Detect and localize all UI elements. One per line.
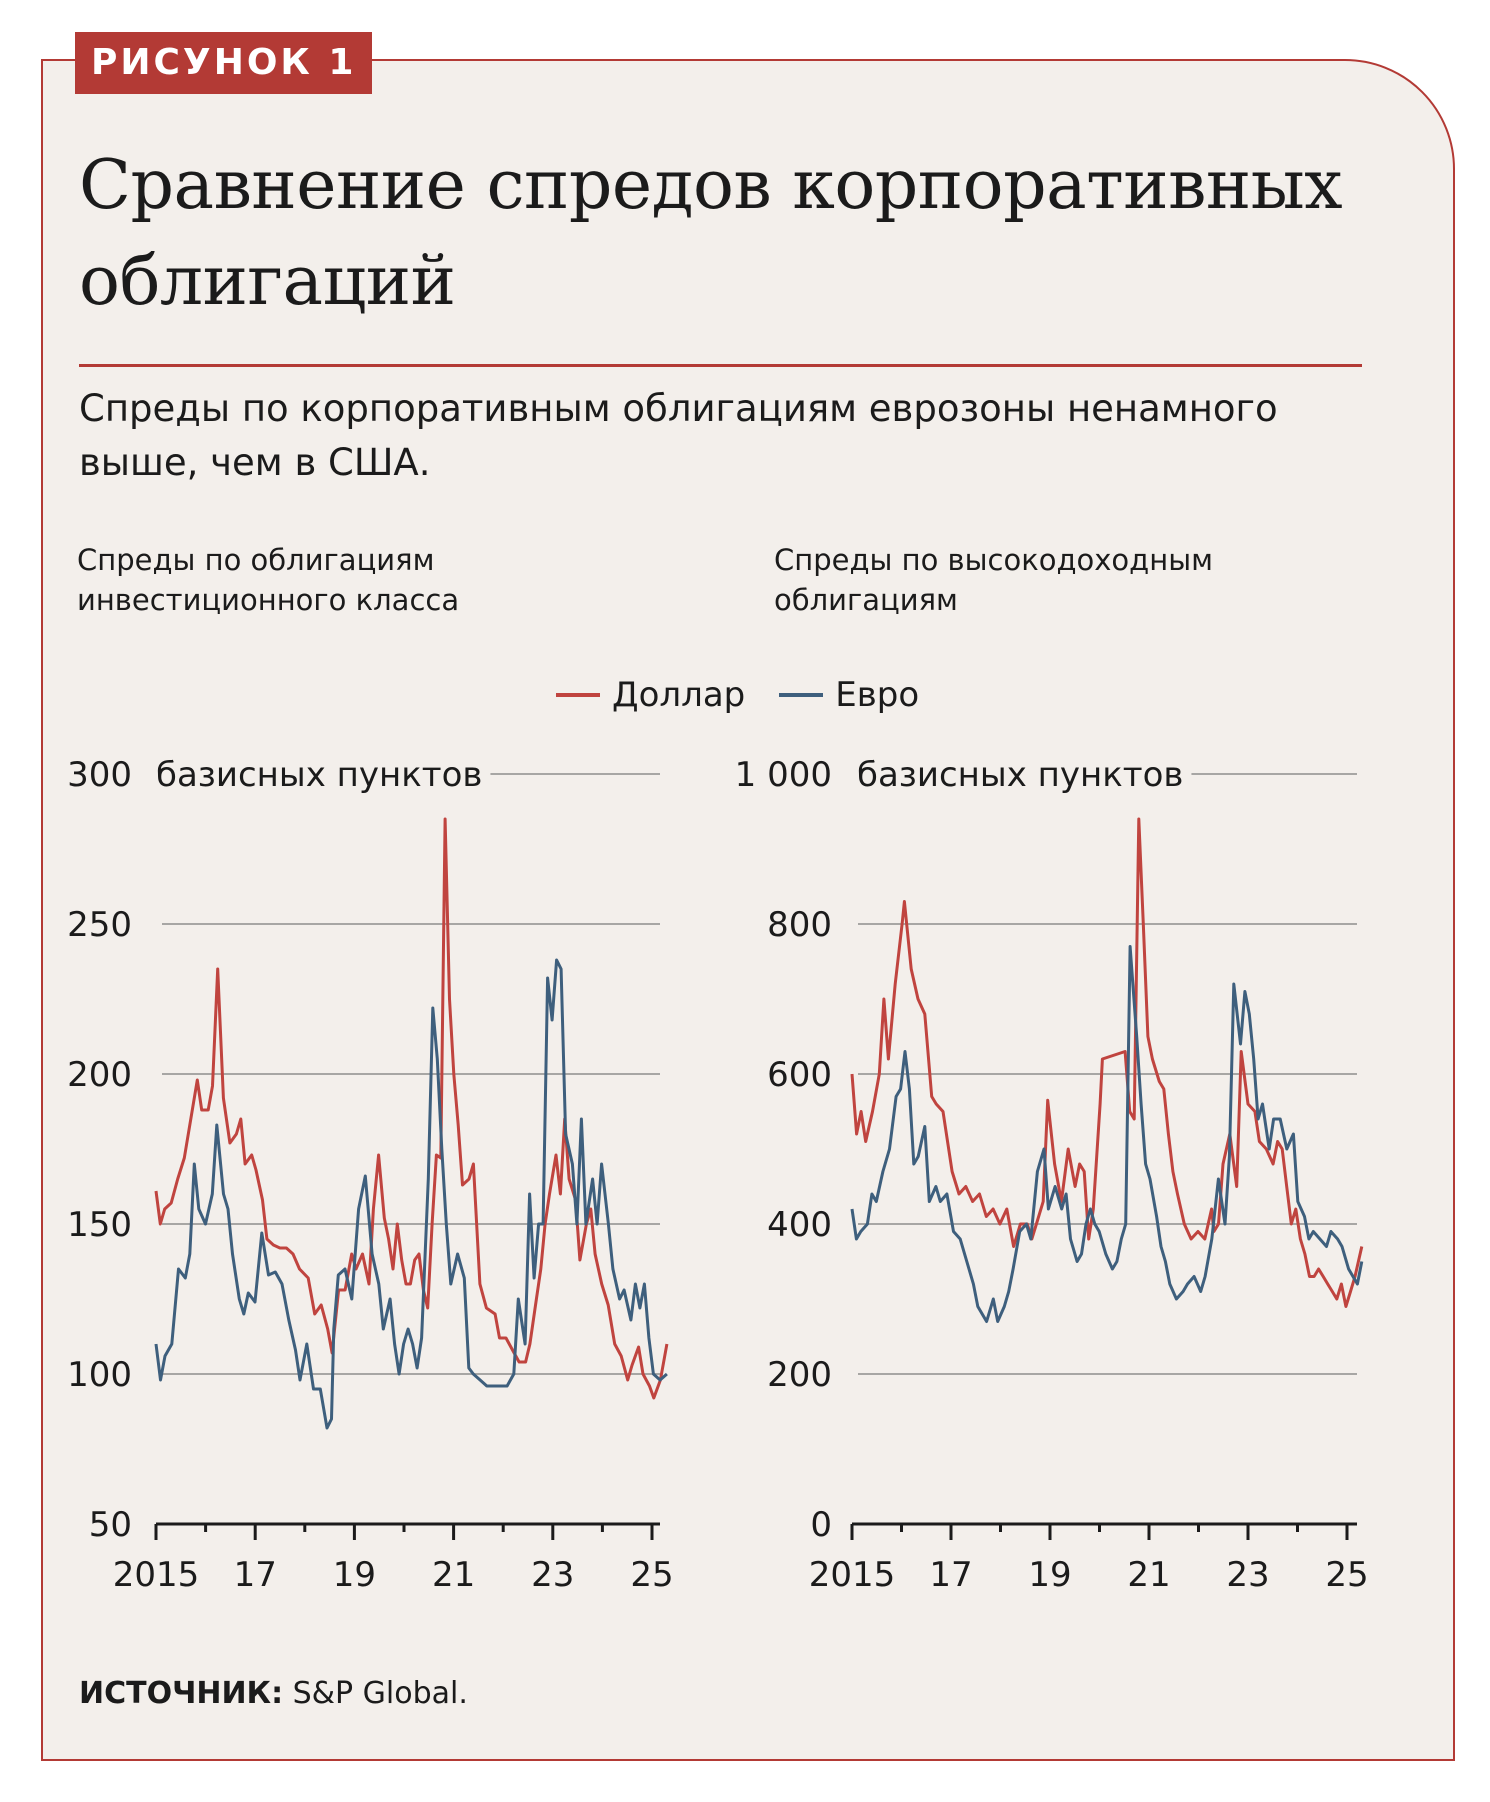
right-panel-title: Спреды по высокодоходным облигациям	[774, 543, 1213, 617]
x-tick-label: 2015	[113, 1555, 200, 1595]
legend: Доллар Евро	[556, 675, 953, 715]
figure-subtitle: Спреды по корпоративным облигациям евроз…	[79, 387, 1278, 484]
x-tick-label: 25	[1325, 1555, 1368, 1595]
legend-item-euro: Евро	[779, 675, 919, 715]
y-tick-label: 150	[67, 1205, 132, 1245]
y-tick-label: 50	[89, 1505, 132, 1545]
x-tick-label: 2015	[809, 1555, 896, 1595]
source-text: S&P Global.	[283, 1676, 468, 1711]
figure-label-badge: РИСУНОК 1	[75, 32, 373, 94]
x-tick-label: 23	[1226, 1555, 1269, 1595]
legend-swatch-dollar	[556, 693, 600, 697]
y-tick-label: 1 000	[735, 755, 832, 795]
source-label: ИСТОЧНИК:	[79, 1676, 284, 1711]
x-tick-label: 19	[333, 1555, 376, 1595]
y-tick-label: 200	[67, 1055, 132, 1095]
series-line-euro	[154, 958, 668, 1430]
legend-swatch-euro	[779, 693, 824, 697]
series-line-dollar	[850, 817, 1364, 1308]
figure-card	[41, 59, 1455, 1761]
x-tick-label: 21	[1127, 1555, 1170, 1595]
y-tick-label: 800	[767, 905, 832, 945]
unit-label: базисных пунктов	[156, 755, 482, 795]
series-line-dollar	[154, 817, 669, 1400]
chart-high-yield: 0 200 400 600 800 1 000 базисных пунктов 2015 17…	[735, 755, 1369, 1595]
x-tick-label: 17	[234, 1555, 277, 1595]
x-tick-label: 17	[929, 1555, 972, 1595]
x-tick-label: 21	[432, 1555, 475, 1595]
x-tick-label: 25	[630, 1555, 673, 1595]
y-tick-label: 300	[67, 755, 132, 795]
title-divider	[79, 364, 1362, 367]
legend-item-dollar: Доллар	[556, 675, 745, 715]
legend-label-euro: Евро	[835, 675, 920, 715]
y-tick-label: 0	[810, 1505, 832, 1545]
y-tick-label: 600	[767, 1055, 832, 1095]
left-panel-title: Спреды по облигациям инвестиционного кла…	[77, 543, 460, 617]
series-line-euro	[850, 945, 1364, 1323]
y-tick-label: 100	[67, 1355, 132, 1395]
y-tick-label: 250	[67, 905, 132, 945]
unit-label: базисных пунктов	[857, 755, 1183, 795]
figure-title: Сравнение спредов корпоративных облигаци…	[79, 146, 1343, 321]
chart-investment-grade: 50 100 150 200 250 300 базисных пунктов 2015 17 1…	[67, 755, 674, 1595]
y-tick-label: 200	[767, 1355, 832, 1395]
legend-label-dollar: Доллар	[612, 675, 746, 715]
x-tick-label: 19	[1028, 1555, 1071, 1595]
y-tick-label: 400	[767, 1205, 832, 1245]
source-note: ИСТОЧНИК: S&P Global.	[79, 1676, 468, 1711]
x-tick-label: 23	[531, 1555, 574, 1595]
